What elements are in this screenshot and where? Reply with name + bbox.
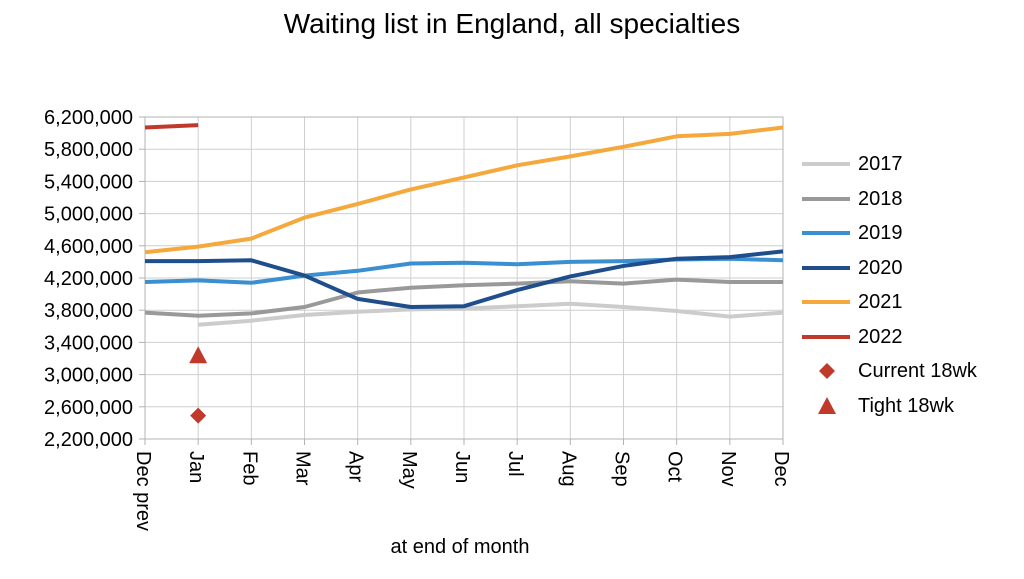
x-tick-label: Sep (611, 451, 633, 487)
tick-label-layer: 2,200,000 2,600,000 3,000,000 3,400,000 3,80… (44, 107, 792, 531)
x-tick-label: Dec (770, 451, 792, 487)
legend-label: 2021 (858, 291, 903, 313)
legend-label: 2022 (858, 325, 903, 348)
legend-symbol-current-18wk (819, 363, 835, 379)
legend-label: 2020 (858, 256, 903, 279)
y-tick-label: 2,600,000 (44, 397, 133, 419)
legend-item-2019: 2019 (800, 219, 1020, 249)
axis-layer (139, 116, 784, 445)
legend-label: 2019 (858, 222, 903, 244)
x-tick-label: Mar (292, 451, 314, 486)
data-point-tight-18wk (189, 346, 208, 364)
y-tick-label: 3,000,000 (44, 365, 133, 387)
legend-item-tight-18wk: Tight 18wk (800, 392, 1020, 422)
x-tick-label: Aug (557, 451, 579, 487)
legend-symbol-2018 (802, 196, 850, 201)
x-axis-label: at end of month (390, 536, 530, 558)
data-point-current-18wk (190, 407, 207, 424)
x-tick-label: Jun (451, 451, 473, 483)
legend-label: 2018 (858, 187, 903, 210)
x-tick-label: Nov (717, 451, 739, 487)
grid-layer (144, 116, 784, 440)
series-line-2018 (144, 277, 783, 318)
series-line-2021 (144, 125, 784, 255)
legend-symbol-2017 (802, 162, 850, 166)
series-layer (144, 123, 784, 424)
chart-title: Waiting list in England, all specialties (283, 8, 741, 39)
x-tick-label: Dec prev (132, 451, 154, 531)
series-line-2020 (145, 249, 784, 309)
y-tick-label: 4,600,000 (44, 236, 133, 258)
legend-item-2020: 2020 (800, 254, 1020, 284)
legend-item-2018: 2018 (800, 185, 1020, 215)
legend-item-2017: 2017 (800, 150, 1020, 180)
y-tick-label: 2,200,000 (44, 429, 133, 451)
x-tick-label: Jul (504, 451, 526, 477)
legend-symbol-2021 (802, 300, 850, 304)
legend-symbol-2019 (802, 231, 850, 235)
y-tick-label: 6,200,000 (44, 107, 133, 129)
y-tick-label: 4,200,000 (44, 268, 133, 290)
legend-symbol-tight-18wk (818, 396, 836, 414)
x-tick-label: Feb (238, 451, 260, 485)
y-tick-label: 5,400,000 (44, 171, 133, 193)
x-tick-label: Oct (664, 451, 686, 483)
y-tick-label: 3,400,000 (44, 332, 133, 354)
legend-item-2021: 2021 (800, 288, 1020, 318)
y-tick-label: 5,800,000 (44, 139, 133, 161)
legend-symbol-2022 (802, 334, 850, 339)
x-tick-label: May (398, 451, 420, 489)
legend-item-2022: 2022 (800, 323, 1020, 353)
legend-label: Current 18wk (858, 360, 977, 382)
legend-marker-tight-18wk (818, 396, 836, 414)
legend-item-current-18wk: Current 18wk (800, 357, 1020, 387)
y-tick-label: 3,800,000 (44, 300, 133, 322)
series-line-2017 (198, 301, 784, 327)
legend-label: Tight 18wk (858, 394, 954, 417)
x-tick-label: Apr (345, 451, 367, 482)
legend-marker-current-18wk (819, 363, 835, 379)
plot-border (144, 116, 784, 440)
series-line-2022 (144, 123, 199, 130)
legend-symbol-2020 (802, 265, 850, 270)
legend-label: 2017 (858, 153, 903, 175)
y-tick-label: 5,000,000 (44, 204, 133, 226)
x-tick-label: Jan (185, 451, 207, 483)
